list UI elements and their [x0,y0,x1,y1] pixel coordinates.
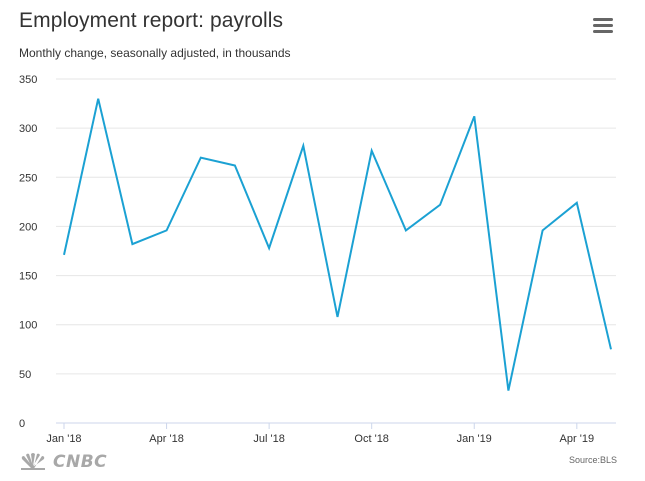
y-axis: 0 50 100 150 200 250 300 350 [19,74,37,430]
data-point-2018-11[interactable] [403,227,409,233]
hamburger-menu-icon[interactable] [593,18,613,34]
data-point-2019-05[interactable] [608,346,614,352]
data-point-2018-03[interactable] [129,241,135,247]
data-point-2018-10[interactable] [369,148,375,154]
y-tick-label-0: 0 [19,418,25,430]
x-tick-label-0: Jan '18 [46,433,81,445]
data-point-2018-06[interactable] [232,163,238,169]
data-point-2018-12[interactable] [437,202,443,208]
y-tick-label-50: 50 [19,369,31,381]
y-tick-label-300: 300 [19,123,37,135]
data-point-2018-05[interactable] [198,155,204,161]
menu-bar-top [593,18,613,21]
x-tick-label-3: Apr '18 [149,433,184,445]
logo-text: CNBC [53,452,108,472]
data-point-2019-04[interactable] [574,200,580,206]
menu-bar-middle [593,24,613,27]
data-point-2019-03[interactable] [540,227,546,233]
source-label: Source:BLS [568,455,617,465]
x-tick-label-12: Jan '19 [457,433,492,445]
chart-subtitle: Monthly change, seasonally adjusted, in … [19,46,291,60]
data-point-2018-04[interactable] [164,227,170,233]
data-point-2018-01[interactable] [61,252,67,258]
series-layer [61,96,614,394]
nbc-peacock-icon [21,453,45,470]
gridlines [56,78,616,375]
y-tick-label-250: 250 [19,172,37,184]
menu-bar-bottom [593,30,613,33]
data-point-2018-09[interactable] [335,314,341,320]
x-tick-label-9: Oct '18 [354,433,389,445]
y-tick-label-200: 200 [19,221,37,233]
y-tick-label-350: 350 [19,74,37,86]
data-point-2019-01[interactable] [471,113,477,119]
x-tick-label-15: Apr '19 [560,433,595,445]
series-line-0 [63,98,612,391]
cnbc-logo: CNBC [19,452,107,472]
data-point-2018-02[interactable] [95,96,101,102]
data-point-2018-08[interactable] [300,143,306,149]
data-point-2018-07[interactable] [266,245,272,251]
data-point-2019-02[interactable] [505,388,511,394]
x-axis: Jan '18 Apr '18 Jul '18 Oct '18 Jan '19 Apr '… [46,422,616,445]
y-tick-label-150: 150 [19,271,37,283]
y-tick-label-100: 100 [19,320,37,332]
x-tick-label-6: Jul '18 [253,433,284,445]
chart-title: Employment report: payrolls [19,9,284,32]
